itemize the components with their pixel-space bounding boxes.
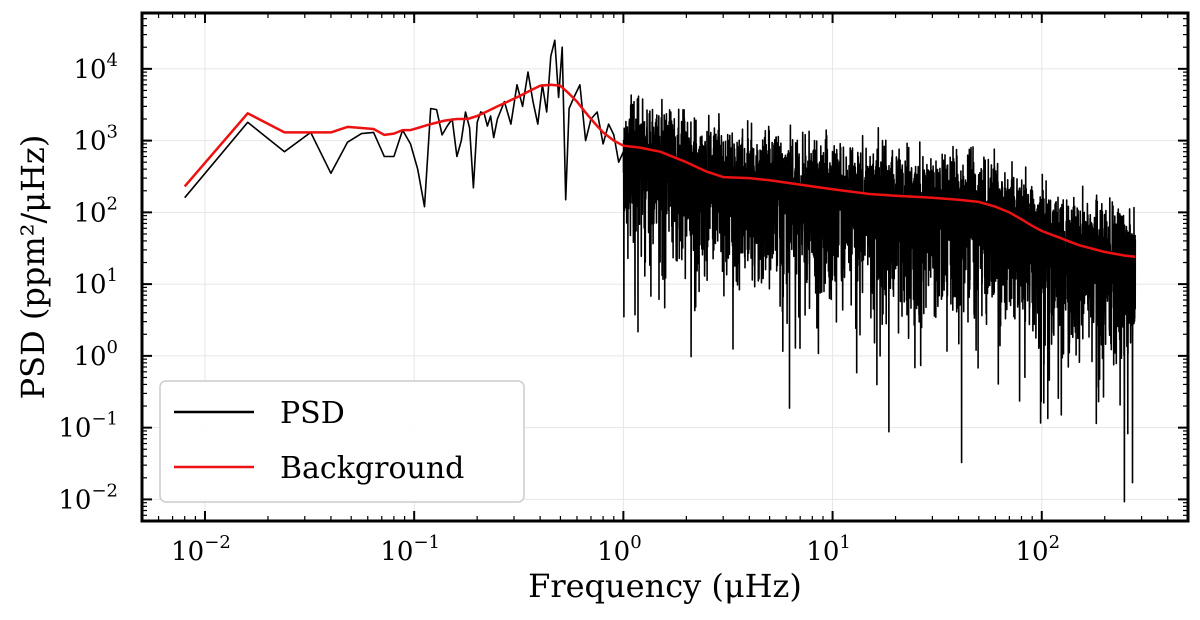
y-axis-label: PSD (ppm²/μHz): [14, 135, 52, 400]
y-tick-label: 10−2: [58, 480, 118, 515]
axes-frame: [140, 11, 1190, 523]
x-tick-label: 102: [1016, 532, 1061, 567]
legend-label-background: Background: [280, 451, 464, 486]
x-tick-label: 10−2: [171, 532, 231, 567]
x-tick-label: 101: [806, 532, 851, 567]
plot-area: [183, 39, 1137, 503]
y-tick-label: 10−1: [58, 409, 118, 444]
y-tick-label: 100: [73, 337, 118, 372]
background-series-line: [183, 83, 1136, 259]
y-tick-label: 101: [73, 265, 118, 300]
x-axis-label: Frequency (μHz): [528, 567, 802, 605]
legend-label-psd: PSD: [280, 396, 345, 431]
tick-labels: 10−2 10−1 100 101 102 10−2 10−1 100 101 102 103 104: [58, 50, 1060, 567]
x-tick-label: 10−1: [380, 532, 440, 567]
legend: PSD Background: [159, 380, 525, 503]
y-tick-label: 103: [73, 122, 118, 157]
y-tick-label: 102: [73, 193, 118, 228]
x-tick-label: 100: [597, 532, 642, 567]
y-tick-label: 104: [73, 50, 118, 85]
